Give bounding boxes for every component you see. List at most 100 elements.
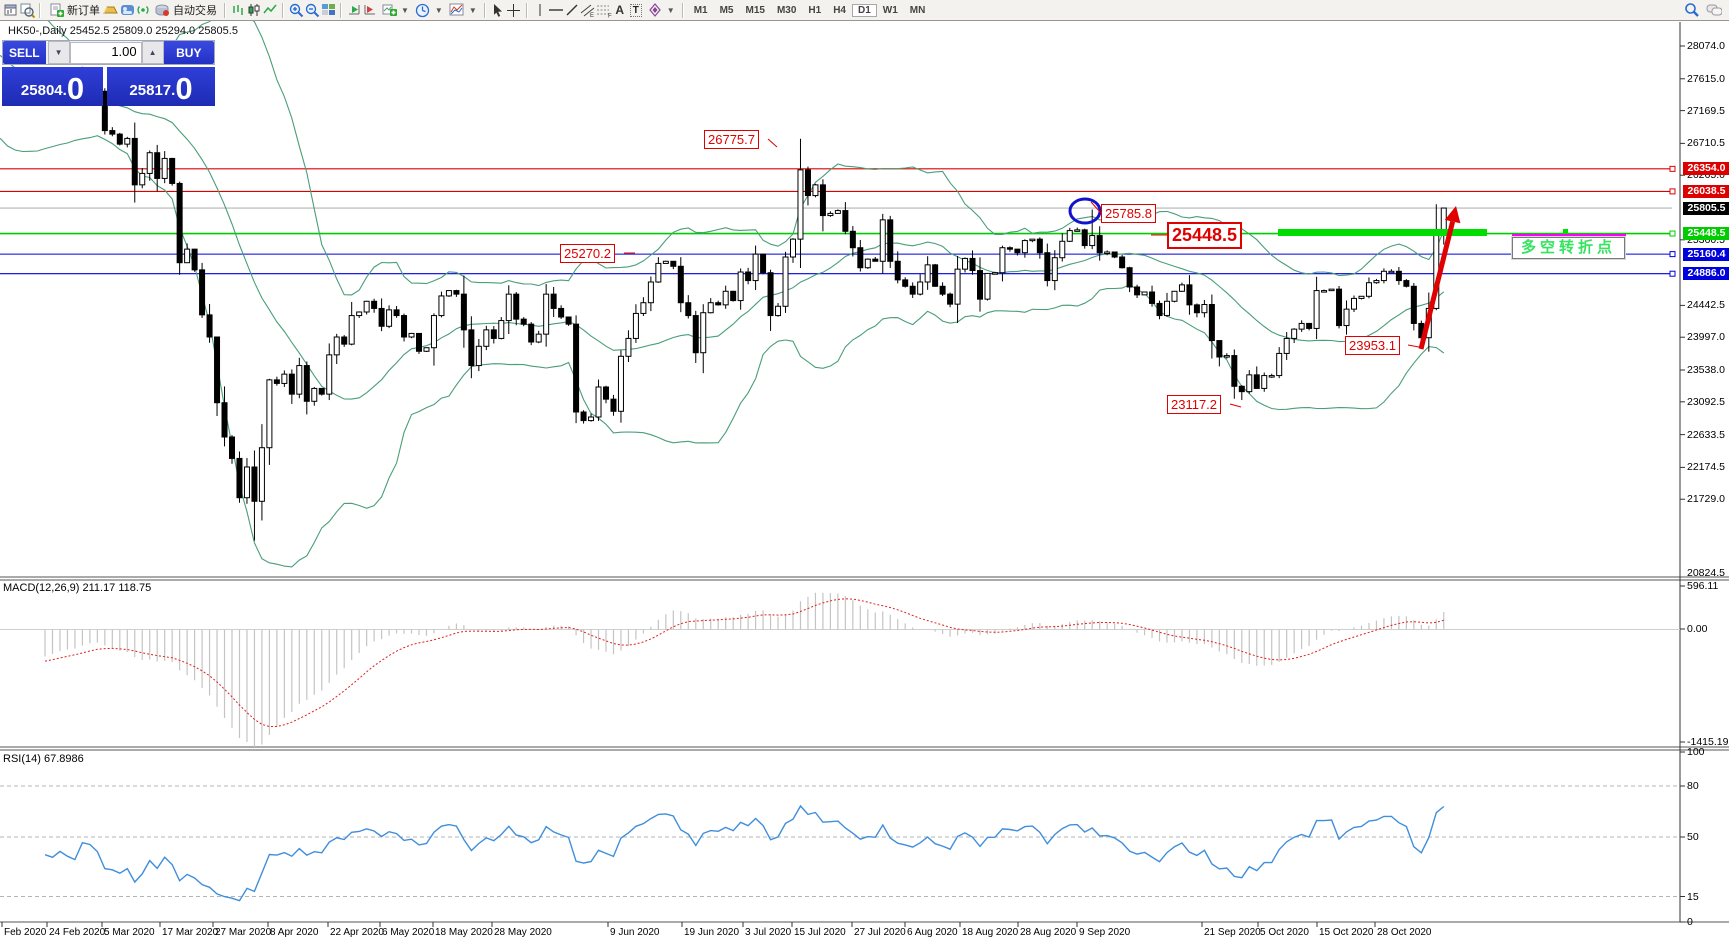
annotation-leader-line xyxy=(767,138,778,148)
candle-body xyxy=(954,268,961,305)
channel-tool-icon[interactable]: E xyxy=(580,2,596,18)
candle-body xyxy=(1298,322,1305,330)
text-tool-icon[interactable]: A xyxy=(615,3,625,17)
bar-chart-icon[interactable] xyxy=(230,2,246,18)
candle-body xyxy=(1253,374,1260,389)
candle-body xyxy=(715,302,722,306)
fibonacci-tool-icon[interactable]: F xyxy=(596,2,612,18)
candle-body xyxy=(1021,240,1028,254)
new-order-button[interactable]: 新订单 xyxy=(45,1,103,19)
candle-body xyxy=(146,152,153,174)
candle-body xyxy=(1029,238,1036,242)
turning-point-note[interactable]: 多空转折点 xyxy=(1511,236,1626,260)
timeframe-h4[interactable]: H4 xyxy=(833,4,846,16)
candle-body xyxy=(154,152,161,179)
candle-body xyxy=(1343,308,1350,327)
candle-body xyxy=(333,336,340,356)
candle-body xyxy=(1156,302,1163,317)
candle-body xyxy=(745,271,752,282)
gold-icon[interactable] xyxy=(103,2,119,18)
volume-decrease-button[interactable]: ▼ xyxy=(47,41,70,64)
timeframe-m1[interactable]: M1 xyxy=(693,4,708,16)
timeframe-m15[interactable]: M15 xyxy=(745,4,765,16)
candle-body xyxy=(109,130,116,135)
candle-body xyxy=(1328,288,1335,292)
volume-input[interactable]: 1.00 xyxy=(69,41,142,64)
highlight-ellipse[interactable] xyxy=(1068,197,1102,225)
clock-icon xyxy=(415,2,431,18)
horizontal-line-tool-icon[interactable] xyxy=(548,2,564,18)
auto-scroll-icon[interactable] xyxy=(346,2,362,18)
candle-body xyxy=(887,219,894,262)
text-label-tool-icon[interactable]: T xyxy=(628,2,644,18)
trend-arrow-shaft[interactable] xyxy=(1418,220,1456,350)
zoom-in-icon[interactable] xyxy=(288,2,304,18)
candle-body xyxy=(483,329,490,347)
candle-body xyxy=(1336,288,1343,327)
mql5-community-icon[interactable] xyxy=(119,2,135,18)
timeframe-w1[interactable]: W1 xyxy=(882,4,898,16)
zoom-out-icon[interactable] xyxy=(304,2,320,18)
buy-button[interactable]: BUY xyxy=(163,41,214,64)
candle-body xyxy=(767,272,774,317)
tile-windows-icon[interactable] xyxy=(320,2,336,18)
signal-icon[interactable] xyxy=(135,2,151,18)
candle-body xyxy=(221,402,228,438)
candle-body xyxy=(1096,235,1103,254)
search-icon[interactable] xyxy=(1684,2,1700,18)
hline-anchor-square xyxy=(1669,165,1676,172)
candle-body xyxy=(909,285,916,295)
chart-shift-icon[interactable] xyxy=(362,2,378,18)
candle-body xyxy=(842,210,849,232)
candle-body xyxy=(1365,282,1372,297)
timeframe-m5[interactable]: M5 xyxy=(719,4,734,16)
candle-body xyxy=(610,398,617,412)
crosshair-icon[interactable] xyxy=(506,2,522,18)
vertical-line-tool-icon[interactable] xyxy=(532,2,548,18)
candle-body xyxy=(356,311,363,317)
candle-body xyxy=(797,169,804,240)
candle-body xyxy=(1388,270,1395,274)
templates-button[interactable]: ▼ xyxy=(446,1,480,19)
buy-price-dot: . xyxy=(171,82,176,99)
auto-trading-button[interactable]: 自动交易 xyxy=(151,1,220,19)
candle-body xyxy=(1164,300,1170,317)
candle-body xyxy=(1201,304,1208,314)
add-indicator-icon xyxy=(381,2,397,18)
channel-tag: E xyxy=(590,13,594,18)
candle-body xyxy=(670,260,677,267)
candle-body xyxy=(692,315,699,354)
market-watch-icon[interactable] xyxy=(19,2,35,18)
sell-price-box[interactable]: 25804. 0 xyxy=(2,67,103,106)
candle-body xyxy=(917,281,924,295)
periods-button[interactable]: ▼ xyxy=(412,1,446,19)
new-chart-icon[interactable] xyxy=(3,2,19,18)
candle-body xyxy=(655,262,662,283)
buy-price-box[interactable]: 25817. 0 xyxy=(107,67,215,106)
line-chart-icon[interactable] xyxy=(262,2,278,18)
rsi-line xyxy=(44,804,1445,902)
support-highlight-bar[interactable] xyxy=(1278,229,1487,236)
chat-icon[interactable] xyxy=(1706,2,1722,18)
candle-body xyxy=(879,219,886,262)
timeframe-h1[interactable]: H1 xyxy=(808,4,822,16)
cursor-icon[interactable] xyxy=(490,2,506,18)
timeframe-d1[interactable]: D1 xyxy=(852,3,877,17)
sell-button[interactable]: SELL xyxy=(3,41,46,64)
volume-increase-button[interactable]: ▲ xyxy=(141,41,164,64)
candle-body xyxy=(939,285,946,295)
candle-body xyxy=(662,260,669,264)
bollinger-middle-band xyxy=(0,54,1445,400)
candle-body xyxy=(1291,328,1298,339)
candle-body xyxy=(872,258,879,262)
indicators-button[interactable]: ▼ xyxy=(378,1,412,19)
candle-body xyxy=(1276,352,1283,377)
candle-body xyxy=(326,354,333,395)
timeframe-mn[interactable]: MN xyxy=(909,4,926,16)
trendline-tool-icon[interactable] xyxy=(564,2,580,18)
trend-arrow-head[interactable] xyxy=(1444,206,1461,224)
timeframe-m30[interactable]: M30 xyxy=(776,4,797,16)
arrows-tool-button[interactable]: ▼ xyxy=(644,1,678,19)
candlestick-chart-icon[interactable] xyxy=(246,2,262,18)
